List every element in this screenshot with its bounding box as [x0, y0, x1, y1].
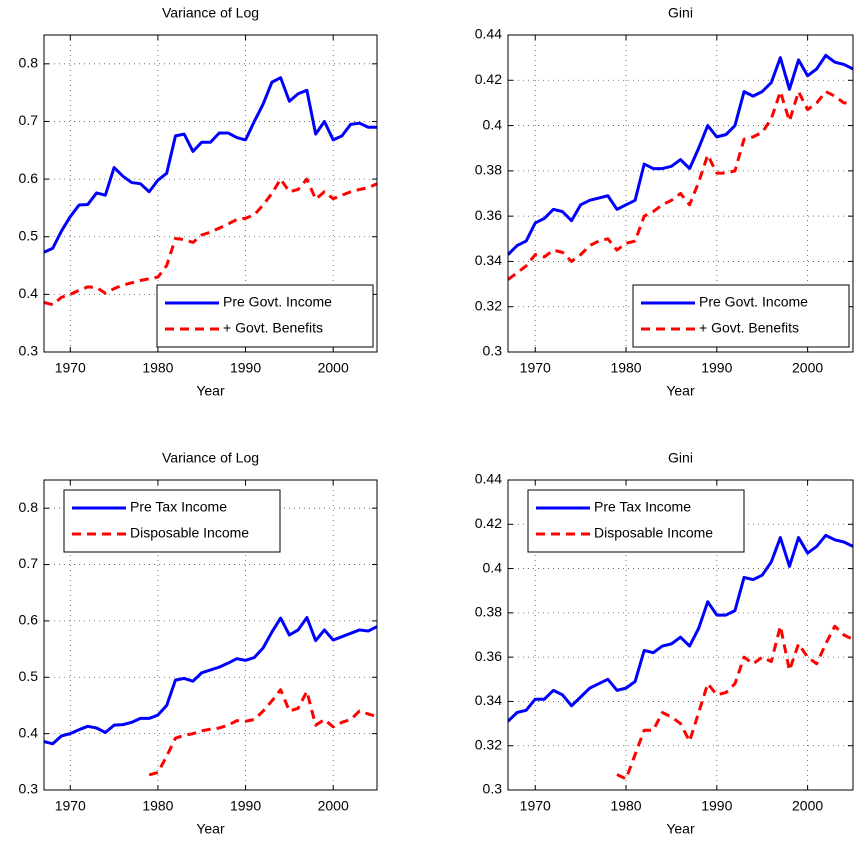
- y-tick-label: 0.44: [475, 471, 502, 487]
- y-tick-label: 0.3: [19, 781, 39, 797]
- chart-title: Variance of Log: [162, 450, 259, 466]
- x-tick-label: 2000: [792, 360, 823, 376]
- y-tick-label: 0.32: [475, 736, 502, 752]
- y-tick-label: 0.8: [19, 499, 39, 515]
- y-tick-label: 0.34: [475, 252, 502, 268]
- x-tick-label: 1970: [520, 798, 551, 814]
- x-tick-label: 1990: [230, 360, 261, 376]
- legend-box: [527, 489, 745, 553]
- series-line: [508, 90, 853, 281]
- legend-label: + Govt. Benefits: [223, 320, 323, 336]
- y-tick-label: 0.7: [19, 112, 39, 128]
- y-tick-label: 0.4: [483, 116, 503, 132]
- legend-label: Pre Govt. Income: [699, 294, 808, 310]
- y-tick-label: 0.3: [19, 343, 39, 359]
- series-line: [44, 616, 377, 746]
- x-tick-label: 1990: [701, 360, 732, 376]
- y-tick-label: 0.38: [475, 604, 502, 620]
- legend-label: Pre Govt. Income: [223, 294, 332, 310]
- legend-label: Pre Tax Income: [594, 499, 691, 515]
- legend-box: [632, 284, 850, 348]
- panel: Variance of Log Year 0.3 0.4 0.5 0.6 0.7 0.8 197…: [19, 5, 378, 399]
- y-tick-label: 0.4: [483, 559, 503, 575]
- lines: [508, 53, 853, 281]
- y-tick-label: 0.34: [475, 692, 502, 708]
- y-tick-label: 0.5: [19, 668, 39, 684]
- y-tick-label: 0.4: [19, 285, 39, 301]
- x-axis-label: Year: [196, 383, 225, 399]
- legend-label: Disposable Income: [594, 525, 713, 541]
- series-line: [44, 76, 377, 254]
- legend-box: [63, 489, 281, 553]
- x-axis-label: Year: [666, 821, 695, 837]
- x-tick-label: 1970: [520, 360, 551, 376]
- x-tick-label: 1980: [142, 798, 173, 814]
- x-tick-label: 1970: [55, 360, 86, 376]
- axes-frame: [507, 479, 854, 791]
- legend-box: [156, 284, 374, 348]
- y-tick-label: 0.4: [19, 724, 39, 740]
- x-tick-label: 1980: [142, 360, 173, 376]
- series-line: [44, 177, 377, 307]
- x-axis-label: Year: [196, 821, 225, 837]
- y-tick-label: 0.42: [475, 71, 502, 87]
- axes-frame: [507, 34, 854, 353]
- y-tick-label: 0.3: [483, 781, 503, 797]
- y-tick-label: 0.42: [475, 515, 502, 531]
- chart-title: Gini: [668, 5, 693, 21]
- panel: Variance of Log Year 0.3 0.4 0.5 0.6 0.7 0.8 197…: [19, 450, 378, 837]
- y-tick-label: 0.32: [475, 297, 502, 313]
- x-tick-label: 2000: [318, 798, 349, 814]
- y-tick-label: 0.38: [475, 162, 502, 178]
- y-tick-label: 0.36: [475, 207, 502, 223]
- series-line: [508, 53, 853, 256]
- series-line: [616, 624, 853, 781]
- y-tick-label: 0.3: [483, 343, 503, 359]
- axes-frame: [43, 34, 378, 353]
- panel: Gini Year 0.3 0.32 0.34 0.36 0.38 0.4 0.42 0.44 19…: [475, 450, 854, 837]
- series-line: [508, 533, 853, 723]
- x-tick-label: 2000: [792, 798, 823, 814]
- x-tick-label: 1980: [610, 798, 641, 814]
- y-tick-label: 0.36: [475, 648, 502, 664]
- y-tick-label: 0.6: [19, 612, 39, 628]
- x-tick-label: 1990: [230, 798, 261, 814]
- panel: Gini Year 0.3 0.32 0.34 0.36 0.38 0.4 0.42 0.44 19…: [475, 5, 854, 399]
- y-tick-label: 0.44: [475, 26, 502, 42]
- y-tick-label: 0.7: [19, 555, 39, 571]
- legend-label: Pre Tax Income: [130, 499, 227, 515]
- lines: [44, 616, 377, 777]
- x-tick-label: 1980: [610, 360, 641, 376]
- y-tick-label: 0.6: [19, 170, 39, 186]
- y-tick-label: 0.8: [19, 55, 39, 71]
- lines: [508, 533, 853, 781]
- chart-title: Gini: [668, 450, 693, 466]
- legend-label: Disposable Income: [130, 525, 249, 541]
- x-tick-label: 1990: [701, 798, 732, 814]
- series-line: [148, 688, 377, 777]
- x-tick-label: 2000: [318, 360, 349, 376]
- legend-label: + Govt. Benefits: [699, 320, 799, 336]
- y-tick-label: 0.5: [19, 227, 39, 243]
- x-axis-label: Year: [666, 383, 695, 399]
- chart-title: Variance of Log: [162, 5, 259, 21]
- lines: [44, 76, 377, 307]
- x-tick-label: 1970: [55, 798, 86, 814]
- axes-frame: [43, 479, 378, 791]
